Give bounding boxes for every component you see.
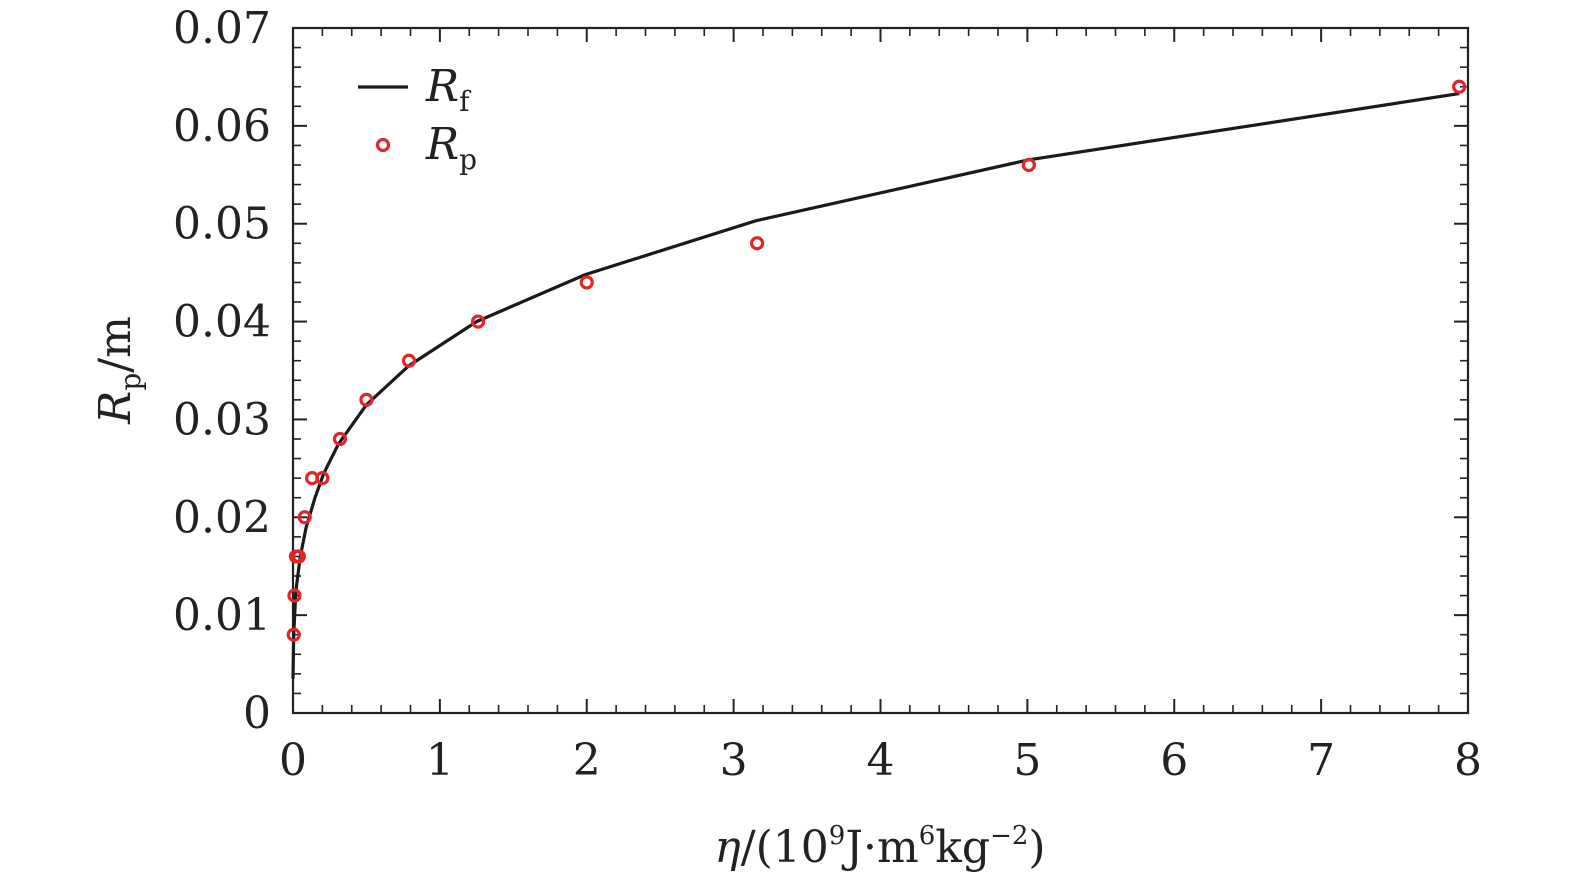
y-tick-label: 0.06 bbox=[173, 101, 271, 152]
data-point-rp bbox=[291, 549, 306, 564]
y-tick-label: 0.03 bbox=[173, 394, 271, 445]
plot-frame bbox=[291, 26, 1470, 715]
x-tick-label: 5 bbox=[1013, 735, 1041, 786]
y-tick-label: 0.04 bbox=[173, 297, 271, 348]
legend-circle-swatch bbox=[375, 137, 391, 153]
data-point-rp bbox=[470, 314, 486, 329]
x-tick-label: 7 bbox=[1307, 735, 1335, 786]
data-point-rp bbox=[286, 627, 301, 642]
legend-label-rp-symbol: R bbox=[425, 119, 459, 170]
data-point-rp bbox=[315, 471, 330, 486]
y-tick-label: 0 bbox=[243, 688, 271, 739]
x-axis-label-mid: J·m bbox=[841, 822, 918, 873]
legend-label-rp-sub: p bbox=[459, 143, 477, 176]
data-point-rp bbox=[579, 275, 594, 290]
legend-label-rf-symbol: R bbox=[425, 61, 459, 112]
y-tick-label: 0.02 bbox=[173, 492, 271, 543]
data-point-rp bbox=[297, 510, 312, 525]
x-tick-label: 1 bbox=[426, 735, 454, 786]
y-tick-label: 0.01 bbox=[173, 590, 271, 641]
x-axis-label-close: ) bbox=[1028, 822, 1045, 873]
y-axis-label: Rp/m bbox=[90, 316, 147, 425]
data-point-rp bbox=[401, 353, 417, 368]
x-axis-label: η/(109J·m6kg−2) bbox=[714, 821, 1045, 873]
series-layer bbox=[286, 79, 1467, 679]
y-tick-label: 0.07 bbox=[173, 3, 271, 54]
x-axis-label-exp1: 9 bbox=[829, 821, 846, 851]
axis-labels: η/(109J·m6kg−2) Rp/m bbox=[90, 316, 1046, 873]
legend-label-rf-sub: f bbox=[459, 85, 472, 118]
legend-label-rf: Rf bbox=[425, 61, 472, 118]
x-tick-label: 6 bbox=[1160, 735, 1188, 786]
x-tick-label: 2 bbox=[573, 735, 601, 786]
series-line-rf bbox=[291, 92, 1460, 679]
x-axis-label-exp2: 6 bbox=[919, 821, 936, 851]
y-tick-label: 0.05 bbox=[173, 199, 271, 250]
data-point-rp bbox=[287, 588, 302, 603]
data-point-rp bbox=[1452, 79, 1467, 94]
data-point-rp bbox=[750, 236, 765, 251]
x-tick-label: 8 bbox=[1454, 735, 1482, 786]
x-axis-label-symbol: η bbox=[714, 822, 740, 873]
axes: 0 1 2 3 4 5 6 7 8 0 0.01 0.02 0.03 0.04 0.05 0.06 0.07 bbox=[173, 3, 1482, 786]
x-axis-label-tail: kg bbox=[935, 822, 990, 873]
y-axis-label-unit: /m bbox=[90, 316, 141, 373]
data-point-rp bbox=[359, 392, 374, 407]
y-axis-label-symbol: R bbox=[90, 391, 141, 425]
x-axis-label-open: /(10 bbox=[741, 822, 829, 873]
x-tick-label: 4 bbox=[867, 735, 895, 786]
x-tick-label: 0 bbox=[279, 735, 307, 786]
data-point-rp bbox=[1021, 157, 1036, 173]
x-axis-label-exp3: −2 bbox=[990, 821, 1028, 851]
x-tick-label: 3 bbox=[720, 735, 748, 786]
y-axis-label-sub: p bbox=[114, 373, 147, 391]
legend-label-rp: Rp bbox=[425, 119, 477, 176]
data-point-rp bbox=[332, 431, 348, 447]
